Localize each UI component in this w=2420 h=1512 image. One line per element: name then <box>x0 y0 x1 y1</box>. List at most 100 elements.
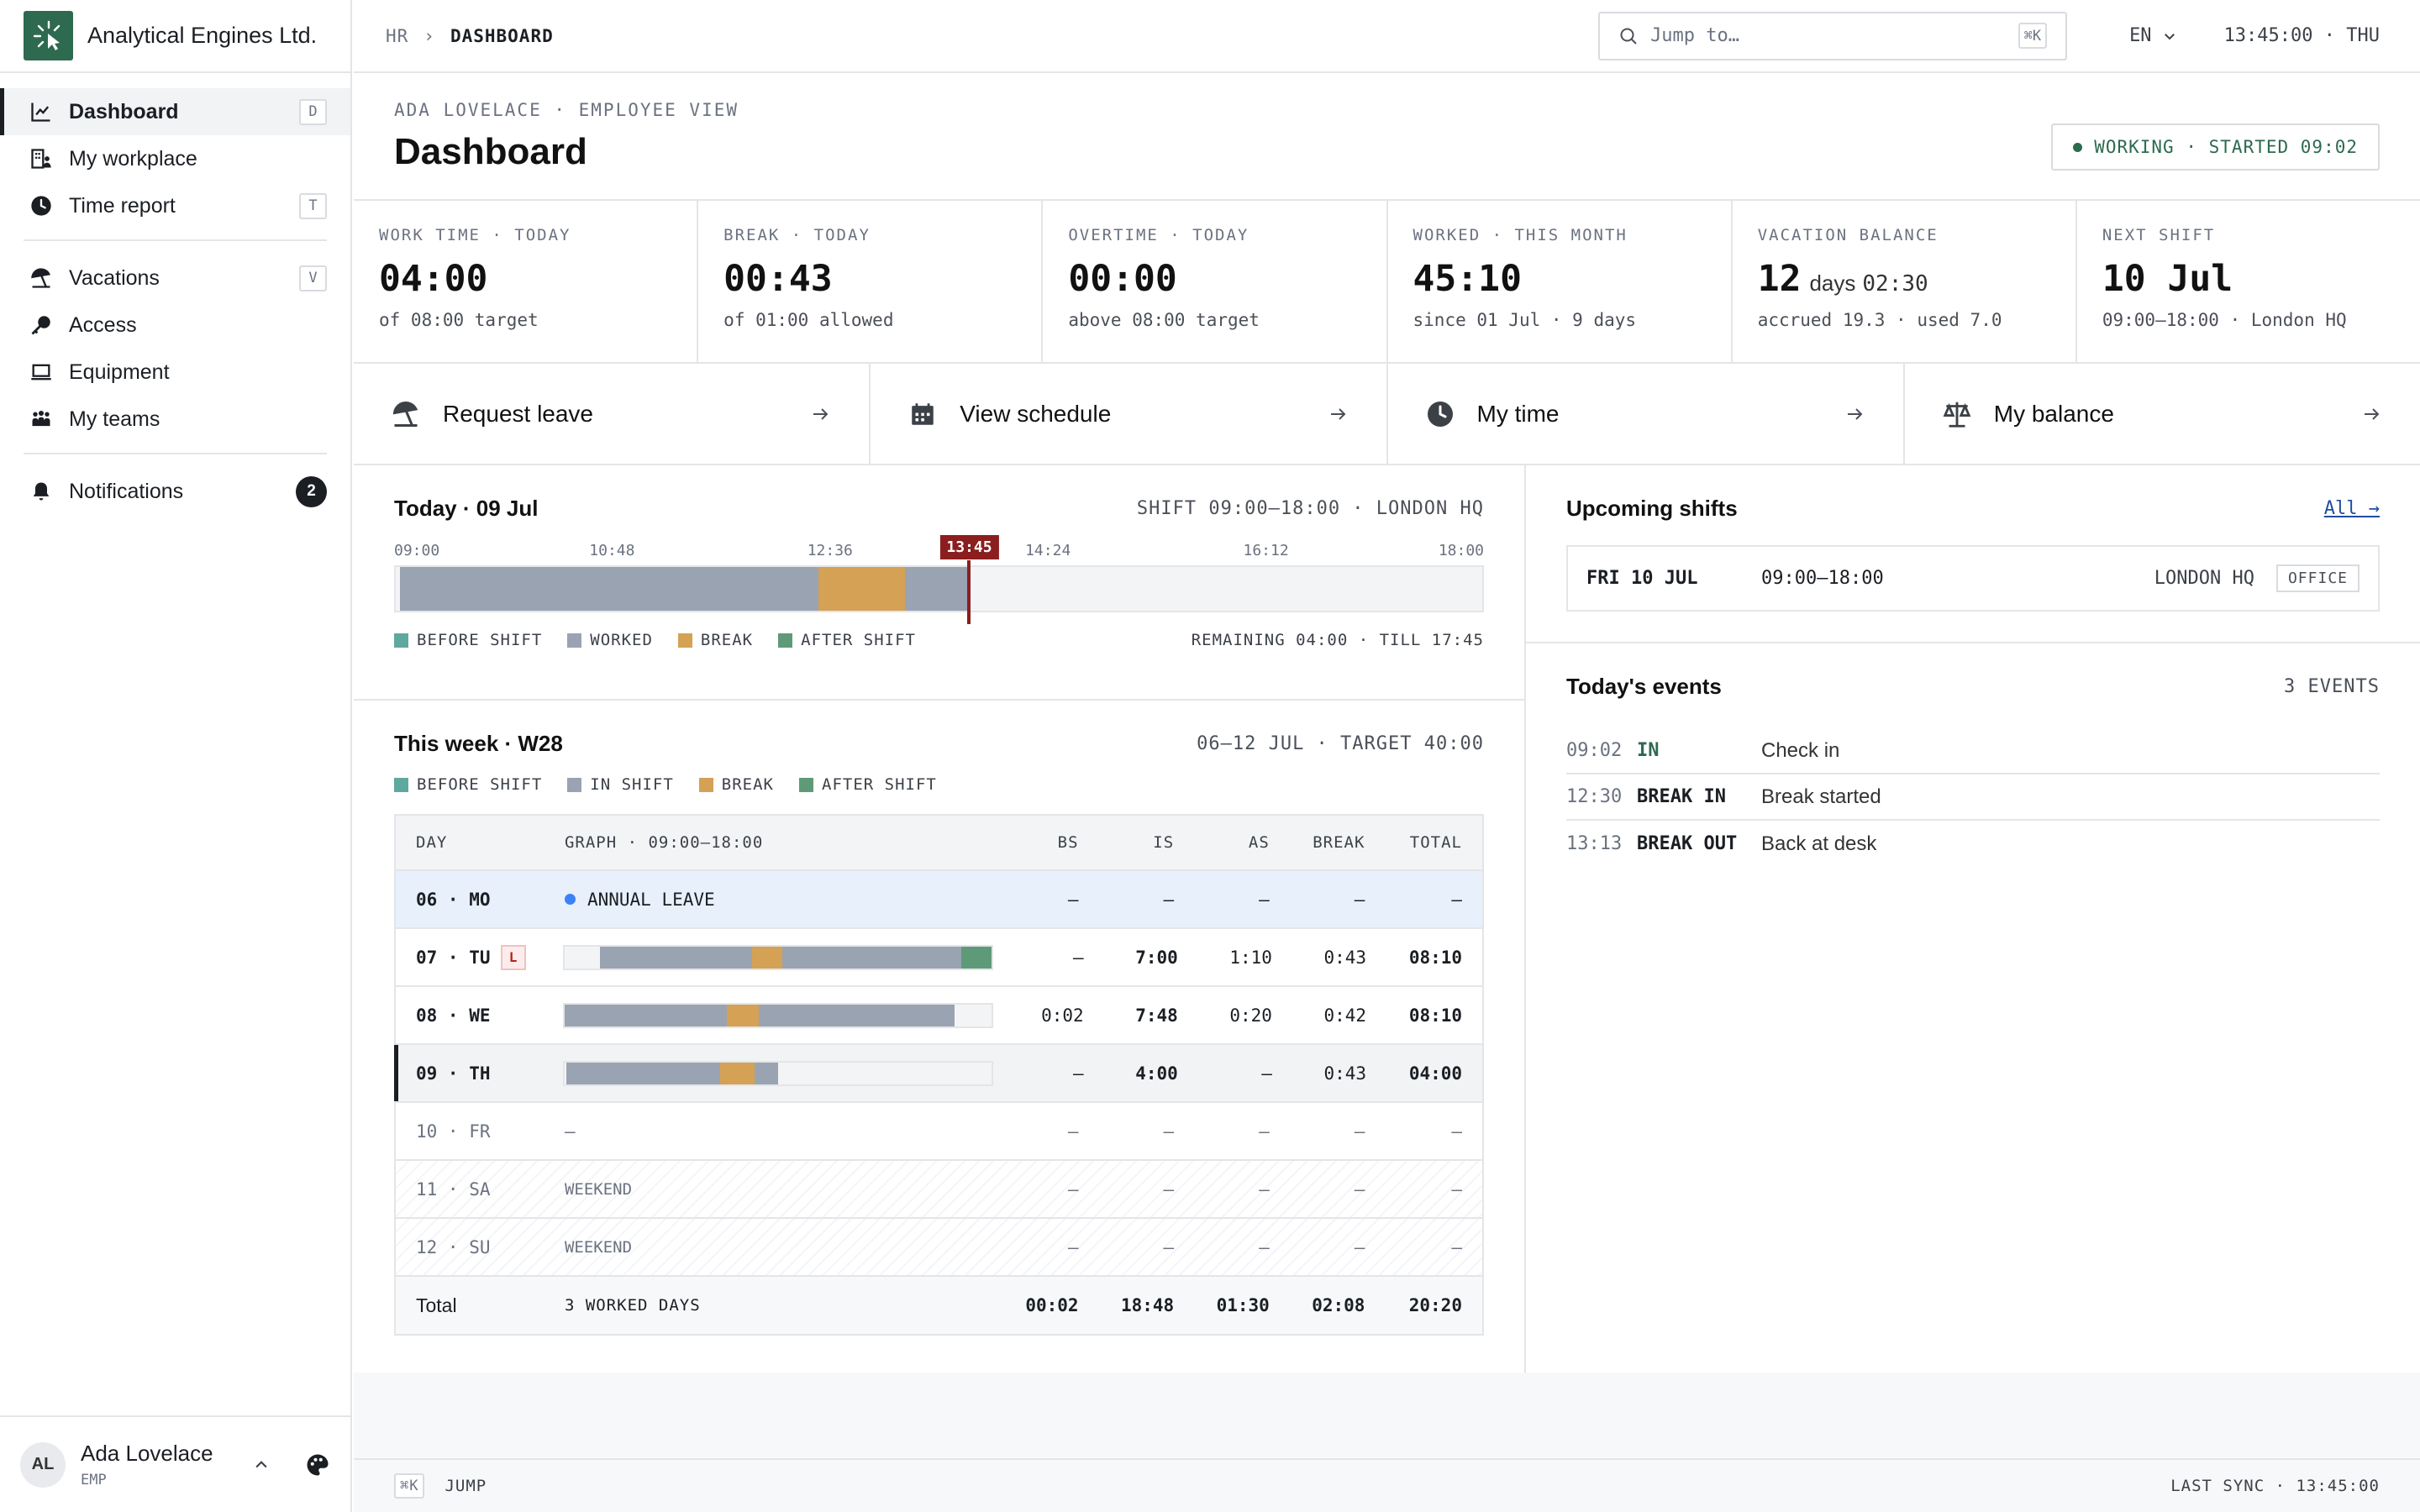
legend-label: AFTER SHIFT <box>822 775 937 794</box>
action-label: My time <box>1476 400 1560 427</box>
worked-segment <box>599 946 753 969</box>
stat-overtime: OVERTIME · TODAY 00:00 above 08:00 targe… <box>1043 201 1388 362</box>
timeline-legend: BEFORE SHIFT WORKED BREAK AFTER SHIFT RE… <box>394 631 1484 649</box>
table-row[interactable]: 08 · WE 0:02 7:48 0:20 0:42 08:10 <box>396 987 1482 1045</box>
status-badge: WORKING · STARTED 09:02 <box>2051 123 2380 171</box>
legend-swatch <box>394 777 408 792</box>
sidebar-item-notifications[interactable]: Notifications 2 <box>0 468 350 515</box>
list-item: 12:30 BREAK IN Break started <box>1566 774 2380 821</box>
quick-actions: Request leave View schedule My time My b… <box>354 364 2420 465</box>
shift-card[interactable]: FRI 10 JUL 09:00–18:00 LONDON HQ OFFICE <box>1566 545 2380 612</box>
total-total: 20:20 <box>1408 1295 1462 1315</box>
stat-value: 00:43 <box>723 258 1016 300</box>
timeline-tick: 09:00 <box>394 542 440 559</box>
column-header: GRAPH · 09:00–18:00 <box>564 833 764 852</box>
user-menu[interactable]: AL Ada Lovelace EMP <box>0 1415 350 1512</box>
row-note: WEEKEND <box>564 1237 633 1257</box>
sidebar-item-vacations[interactable]: Vacations V <box>0 255 350 302</box>
search-input[interactable]: Jump to… ⌘K <box>1598 11 2068 60</box>
table-row-current[interactable]: 09 · TH – 4:00 – 0:43 04:00 <box>394 1045 1482 1103</box>
page-header: ADA LOVELACE · EMPLOYEE VIEW Dashboard W… <box>354 75 2420 201</box>
row-break: – <box>1354 889 1365 910</box>
sidebar-item-label: Vacations <box>69 265 160 290</box>
legend-item: BEFORE SHIFT <box>394 631 542 649</box>
timeline-ticks: 09:00 10:48 12:36 14:24 16:12 18:00 13:4… <box>394 535 1484 565</box>
divider <box>24 453 327 454</box>
shortcut-key: V <box>299 265 327 291</box>
my-balance-button[interactable]: My balance <box>1905 364 2420 464</box>
sidebar-item-label: Time report <box>69 193 176 218</box>
beach-umbrella-icon <box>389 397 423 431</box>
palette-icon[interactable] <box>305 1452 330 1478</box>
event-time: 13:13 <box>1566 833 1623 854</box>
view-schedule-button[interactable]: View schedule <box>871 364 1388 464</box>
sidebar-item-dashboard[interactable]: Dashboard D <box>0 88 350 135</box>
break-segment <box>719 1062 755 1084</box>
divider <box>24 239 327 241</box>
calendar-icon <box>906 397 939 431</box>
timeline-bar <box>394 560 1484 624</box>
right-column: Upcoming shifts All → FRI 10 JUL 09:00–1… <box>1526 465 2420 1373</box>
table-row[interactable]: 10 · FR – – – – – – <box>396 1103 1482 1161</box>
chart-line-icon <box>27 97 55 126</box>
chevron-up-icon[interactable] <box>253 1457 270 1473</box>
total-is: 18:48 <box>1120 1295 1175 1315</box>
brand[interactable]: Analytical Engines Ltd. <box>0 0 350 73</box>
my-time-button[interactable]: My time <box>1388 364 1905 464</box>
row-as: 0:20 <box>1229 1005 1272 1026</box>
legend-label: AFTER SHIFT <box>801 631 916 649</box>
break-segment <box>726 1004 759 1026</box>
avatar: AL <box>20 1441 66 1488</box>
sidebar-item-equipment[interactable]: Equipment <box>0 349 350 396</box>
action-label: Request leave <box>443 400 594 427</box>
sidebar-item-access[interactable]: Access <box>0 302 350 349</box>
row-as: – <box>1259 1121 1270 1142</box>
row-day: 06 · MO <box>416 889 491 910</box>
stat-label: VACATION BALANCE <box>1757 226 1939 244</box>
upcoming-title: Upcoming shifts <box>1566 496 1738 521</box>
building-icon <box>27 144 55 173</box>
event-desc: Back at desk <box>1761 832 1877 855</box>
stat-label: WORKED · THIS MONTH <box>1413 226 1628 244</box>
event-kind: BREAK OUT <box>1637 833 1738 854</box>
row-graph: ANNUAL LEAVE <box>564 890 986 910</box>
stat-sub: since 01 Jul · 9 days <box>1413 310 1637 330</box>
request-leave-button[interactable]: Request leave <box>354 364 871 464</box>
team-icon <box>27 405 55 433</box>
table-row[interactable]: 12 · SU WEEKEND – – – – – <box>396 1219 1482 1277</box>
table-total-row: Total 3 WORKED DAYS 00:02 18:48 01:30 02… <box>396 1277 1482 1334</box>
action-label: My balance <box>1993 400 2114 427</box>
sidebar-item-my-workplace[interactable]: My workplace <box>0 135 350 182</box>
user-role: EMP <box>81 1472 107 1488</box>
table-row[interactable]: 11 · SA WEEKEND – – – – – <box>396 1161 1482 1219</box>
break-segment <box>752 946 782 969</box>
worked-segment <box>754 1062 778 1084</box>
language-select[interactable]: EN <box>2129 25 2177 46</box>
row-graph <box>562 944 993 970</box>
table-row[interactable]: 06 · MO ANNUAL LEAVE – – – – – <box>396 871 1482 929</box>
row-bs: – <box>1072 1063 1084 1084</box>
table-row[interactable]: 07 · TU L – 7:00 1:10 0:43 08:10 <box>396 929 1482 987</box>
legend-swatch <box>677 633 692 648</box>
status-bar: ⌘K JUMP LAST SYNC · 13:45:00 <box>354 1458 2420 1512</box>
legend-label: WORKED <box>590 631 653 649</box>
breadcrumb-hr[interactable]: HR <box>386 25 409 46</box>
legend-item: AFTER SHIFT <box>799 775 937 794</box>
row-break: – <box>1354 1236 1365 1257</box>
sidebar-item-my-teams[interactable]: My teams <box>0 396 350 443</box>
timeline-tick: 12:36 <box>807 542 853 559</box>
sidebar-item-time-report[interactable]: Time report T <box>0 182 350 229</box>
jump-label: JUMP <box>445 1477 487 1495</box>
timeline-tick: 10:48 <box>589 542 635 559</box>
clock-icon <box>1423 397 1457 431</box>
stat-number: 10 Jul <box>2102 258 2233 300</box>
jump-shortcut-key[interactable]: ⌘K <box>394 1473 425 1499</box>
row-graph <box>562 1060 993 1086</box>
row-day: 10 · FR <box>416 1121 491 1142</box>
row-note: WEEKEND <box>564 1179 633 1199</box>
row-graph <box>562 1002 993 1028</box>
all-shifts-link[interactable]: All → <box>2323 498 2380 519</box>
worked-segment <box>781 946 961 969</box>
events-list: 09:02 IN Check in 12:30 BREAK IN Break s… <box>1566 728 2380 867</box>
scale-icon <box>1940 397 1974 431</box>
